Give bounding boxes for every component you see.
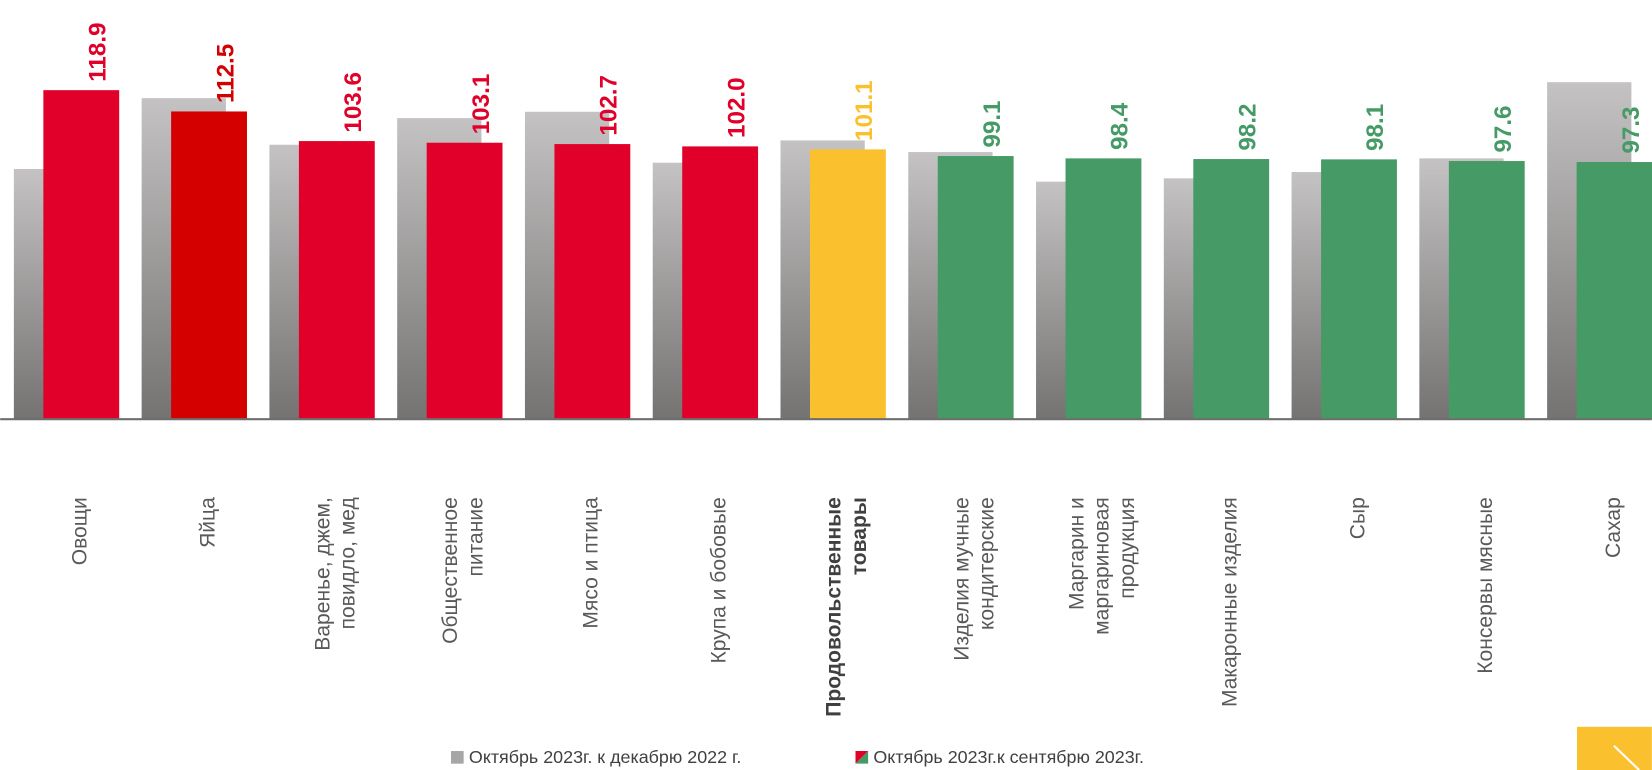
bar xyxy=(1577,162,1652,419)
x-tick-label: Овощи xyxy=(69,497,92,565)
corner-decoration xyxy=(1577,727,1652,770)
x-tick-label: Макаронные изделия xyxy=(1218,497,1241,707)
x-tick-label: Консервы мясные xyxy=(1474,497,1497,674)
bar xyxy=(1449,161,1525,419)
value-label: 98.1 xyxy=(1362,104,1389,151)
bar xyxy=(682,146,758,419)
x-tick-label: Сыр xyxy=(1346,497,1369,539)
value-label: 97.6 xyxy=(1490,105,1517,152)
bar xyxy=(810,149,886,419)
value-label: 112.5 xyxy=(212,44,239,103)
value-label: 97.3 xyxy=(1618,106,1645,153)
bar xyxy=(1321,159,1397,419)
x-tick-label: Яйца xyxy=(196,497,219,548)
legend: Октябрь 2023г. к декабрю 2022 г. Октябрь … xyxy=(451,747,1144,767)
value-label: 98.2 xyxy=(1234,103,1261,150)
bar xyxy=(43,90,119,419)
value-label: 103.6 xyxy=(340,72,367,133)
bar xyxy=(427,143,503,419)
x-tick-label: Сахар xyxy=(1602,497,1625,558)
value-label: 102.0 xyxy=(723,77,750,138)
x-tick-label: Варенье, джем,повидло, мед xyxy=(311,497,359,651)
bar xyxy=(938,156,1014,419)
legend-swatch xyxy=(451,751,464,764)
bar xyxy=(554,144,630,419)
value-label: 101.1 xyxy=(851,80,878,141)
x-tick-label: Мясо и птица xyxy=(580,497,603,629)
value-label: 102.7 xyxy=(596,75,623,136)
legend-label: Октябрь 2023г. к декабрю 2022 г. xyxy=(469,747,741,767)
value-label: 118.9 xyxy=(85,22,112,81)
plot: 118.9 Овощи 112.5 Яйца 103.6 Варенье, джем,по… xyxy=(14,22,1652,716)
bar xyxy=(1193,159,1269,419)
bar xyxy=(171,111,247,419)
x-tick-label: Крупа и бобовые xyxy=(707,497,730,663)
value-label: 99.1 xyxy=(979,100,1006,147)
bar xyxy=(299,141,375,419)
value-label: 98.4 xyxy=(1107,102,1134,150)
value-label: 103.1 xyxy=(468,74,495,135)
bar xyxy=(1066,158,1142,419)
chart: 118.9 Овощи 112.5 Яйца 103.6 Варенье, джем,по… xyxy=(0,0,1652,770)
legend-label: Октябрь 2023г.к сентябрю 2023г. xyxy=(873,747,1144,767)
